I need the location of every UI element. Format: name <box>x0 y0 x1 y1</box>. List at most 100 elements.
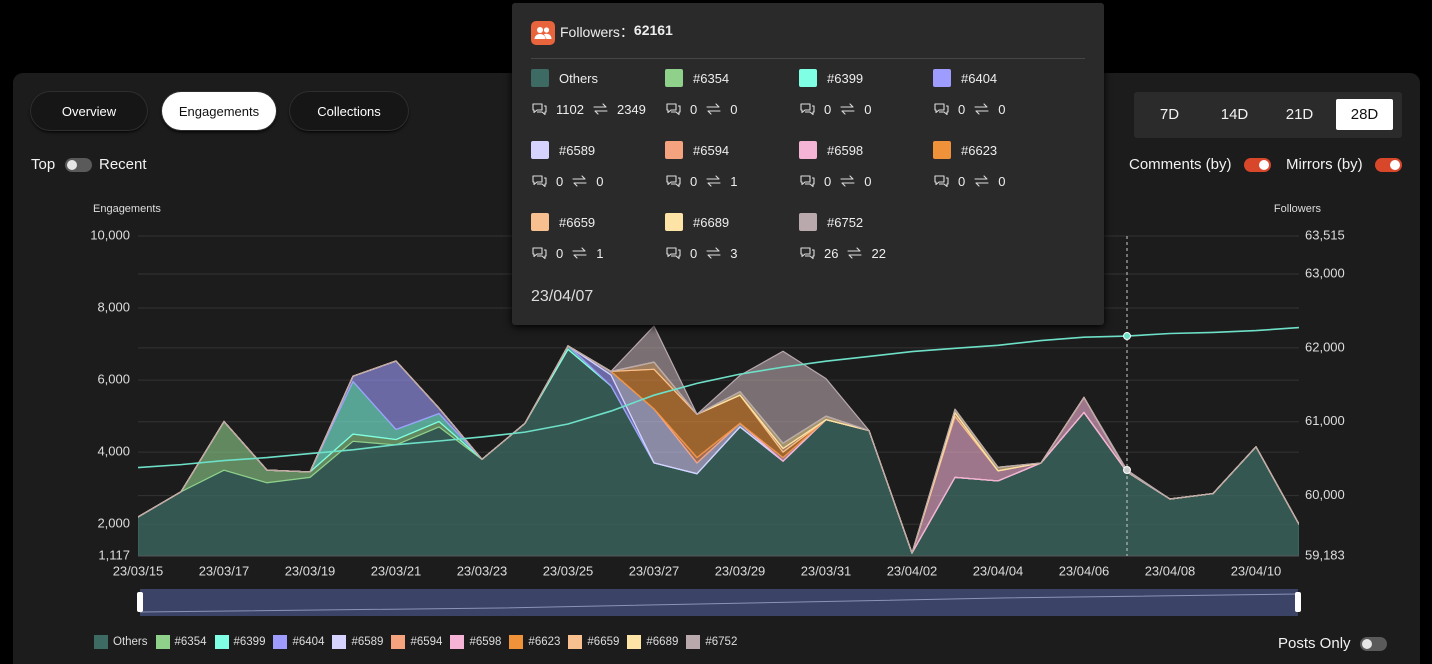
slider-handle[interactable] <box>1295 592 1301 612</box>
comment-icon <box>934 103 949 116</box>
mirror-icon <box>840 175 855 187</box>
filter-toggle[interactable] <box>1244 158 1271 172</box>
mirror-icon <box>847 247 863 259</box>
y2-tick-label: 63,515 <box>1305 227 1345 242</box>
tooltip-swatch <box>531 141 549 159</box>
legend-swatch <box>273 635 288 649</box>
legend-swatch <box>391 635 406 649</box>
tooltip-swatch <box>933 69 951 87</box>
legend-item[interactable]: #6404 <box>273 635 324 649</box>
mirrors-count: 0 <box>864 101 872 117</box>
mirror-icon <box>840 103 855 115</box>
legend-item[interactable]: #6623 <box>509 635 560 649</box>
x-tick-label: 23/03/19 <box>285 563 336 578</box>
y-tick-label: 4,000 <box>97 444 130 459</box>
tooltip-date: 23/04/07 <box>531 288 594 305</box>
tooltip-item: #6689 0 3 <box>665 212 799 284</box>
legend-item[interactable]: #6354 <box>155 635 207 649</box>
tooltip-header: Followers： 62161 <box>531 21 1085 59</box>
tooltip-swatch <box>531 213 549 231</box>
filter-label: Comments (by) <box>1129 156 1232 173</box>
legend-item[interactable]: #6589 <box>332 635 383 649</box>
tab[interactable]: Overview <box>31 92 147 130</box>
comment-icon <box>800 175 815 188</box>
tooltip-item: #6594 0 1 <box>665 140 799 212</box>
legend-item[interactable]: #6598 <box>450 635 501 649</box>
area <box>138 325 1299 554</box>
comment-icon <box>532 247 547 260</box>
followers-line <box>138 326 1299 469</box>
slider-handle[interactable] <box>137 592 143 612</box>
toggle-label: Posts Only <box>1278 635 1351 652</box>
tooltip-item: #6598 0 0 <box>799 140 933 212</box>
tooltip-item-name: #6404 <box>933 68 1067 88</box>
legend-item[interactable]: #6659 <box>568 635 619 649</box>
legend-label: #6404 <box>292 636 325 648</box>
tab[interactable]: Engagements <box>162 92 276 130</box>
mirrors-count: 1 <box>596 245 604 261</box>
legend-label: #6589 <box>351 636 384 648</box>
x-tick-label: 23/04/04 <box>973 563 1024 578</box>
comments-count: 0 <box>556 245 564 261</box>
range-button[interactable]: 28D <box>1336 99 1393 130</box>
toggle[interactable] <box>1360 637 1387 651</box>
range-button[interactable]: 21D <box>1285 106 1314 123</box>
tooltip-series: #6623 <box>961 142 998 158</box>
legend-label: #6623 <box>528 636 561 648</box>
comment-icon <box>532 175 547 188</box>
areas <box>138 325 1299 556</box>
tooltip-item-name: #6354 <box>665 68 799 88</box>
toggle[interactable] <box>65 158 92 172</box>
legend-item[interactable]: #6594 <box>391 635 442 649</box>
legend-item[interactable]: Others <box>94 635 148 649</box>
legend-item[interactable]: #6689 <box>627 635 678 649</box>
y2-tick-label: 63,000 <box>1305 265 1345 280</box>
x-tick-label: 23/03/31 <box>801 563 852 578</box>
legend-swatch <box>627 635 642 649</box>
comments-count: 0 <box>824 101 832 117</box>
tab[interactable]: Collections <box>290 92 408 130</box>
mirrors-count: 22 <box>871 245 886 261</box>
y-tick-label: 1,117 <box>98 547 130 562</box>
x-tick-label: 23/03/21 <box>371 563 422 578</box>
legend-item[interactable]: #6399 <box>214 635 266 649</box>
mirror-icon <box>706 103 721 115</box>
tooltip-item: #6623 0 0 <box>933 140 1067 212</box>
tooltip-items: Others 1102 2349 #6354 0 0 #6399 0 0 #6404 0 0 #6589… <box>531 68 1071 284</box>
zoom-slider[interactable] <box>140 589 1298 616</box>
legend-swatch <box>155 635 170 649</box>
tooltip-series: #6589 <box>559 142 596 158</box>
legend-label: #6594 <box>410 636 443 648</box>
tooltip-swatch <box>665 141 683 159</box>
mirrors-count: 3 <box>730 245 738 261</box>
range-button[interactable]: 14D <box>1220 106 1249 123</box>
comment-icon <box>934 175 949 188</box>
tooltip-item: #6399 0 0 <box>799 68 933 140</box>
legend-label: #6399 <box>233 636 266 648</box>
mirrors-count: 0 <box>998 101 1006 117</box>
range-button[interactable]: 7D <box>1159 106 1180 123</box>
y-axis-title: Engagements <box>93 203 161 215</box>
y2-axis-title: Followers <box>1274 203 1322 215</box>
tooltip-series: #6659 <box>559 214 596 230</box>
tooltip-item: Others 1102 2349 <box>531 68 665 140</box>
tooltip-item: #6404 0 0 <box>933 68 1067 140</box>
tooltip-item-name: #6752 <box>799 212 933 232</box>
legend-item[interactable]: #6752 <box>686 635 737 649</box>
comments-count: 0 <box>690 173 698 189</box>
legend-label: #6752 <box>705 636 738 648</box>
tooltip-item-name: #6659 <box>531 212 665 232</box>
mirrors-count: 0 <box>998 173 1006 189</box>
comments-count: 0 <box>958 173 966 189</box>
filter-toggle[interactable] <box>1375 158 1402 172</box>
tooltip-item-name: #6594 <box>665 140 799 160</box>
hover-dot <box>1123 466 1131 475</box>
